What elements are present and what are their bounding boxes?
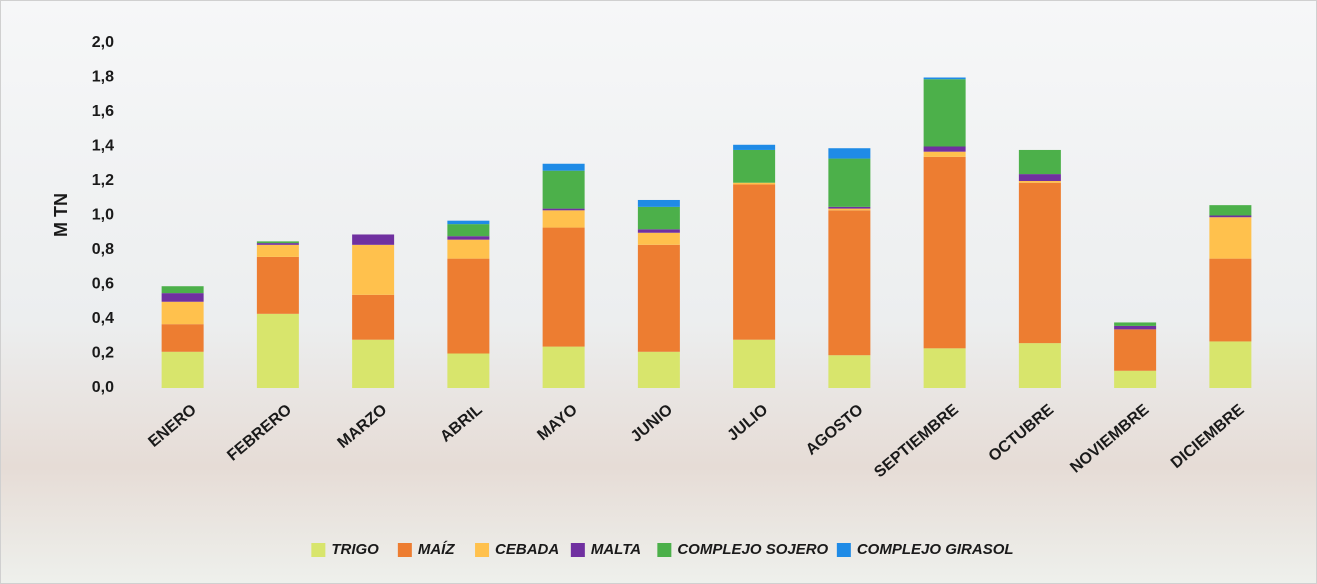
bar-segment [257,245,299,257]
y-tick-label: 1,6 [92,103,114,120]
bar-segment [924,348,966,388]
bar-segment [257,241,299,243]
bar-segment [638,207,680,229]
y-axis-label: M TN [51,193,71,237]
legend-swatch [398,543,412,557]
bar-segment [828,148,870,158]
legend-label: COMPLEJO SOJERO [677,541,828,558]
bar-segment [447,259,489,354]
bar-segment [447,354,489,389]
bar-segment [257,257,299,314]
bar-segment [1209,205,1251,215]
bar-segment [638,352,680,388]
bar-segment [1209,217,1251,258]
bar-segment [1114,329,1156,370]
bar-segment [733,145,775,150]
bar-segment [447,240,489,259]
bar-segment [543,171,585,209]
y-tick-label: 0,2 [92,345,114,362]
y-tick-label: 2,0 [92,34,114,51]
bar-segment [1114,322,1156,325]
bar-segment [924,147,966,152]
bar-segment [1019,174,1061,181]
bar-segment [447,236,489,239]
bar-segment [1114,371,1156,388]
bar-segment [257,314,299,388]
bar-segment [638,233,680,245]
bar-segment [1209,259,1251,342]
y-tick-label: 0,0 [92,379,114,396]
bar-segment [733,150,775,183]
bar-segment [257,243,299,245]
bar-segment [1114,326,1156,329]
y-tick-label: 0,8 [92,241,114,258]
y-tick-label: 0,4 [92,310,114,327]
bar-segment [1019,343,1061,388]
bar-segment [543,210,585,227]
bar-segment [924,157,966,348]
y-tick-label: 0,6 [92,276,114,293]
bar-segment [162,293,204,302]
legend-label: COMPLEJO GIRASOL [857,541,1014,558]
bar-segment [828,207,870,209]
bar-segment [543,164,585,171]
y-tick-label: 1,2 [92,172,114,189]
legend-swatch [837,543,851,557]
bar-segment [828,355,870,388]
bar-segment [924,152,966,157]
bar-segment [352,295,394,340]
legend-swatch [657,543,671,557]
bar-segment [1019,150,1061,174]
legend-label: MAÍZ [418,541,455,558]
bar-segment [1019,181,1061,183]
bar-segment [924,78,966,80]
legend-swatch [311,543,325,557]
bar-segment [828,210,870,355]
legend-swatch [571,543,585,557]
bar-segment [447,224,489,236]
legend-label: TRIGO [331,541,379,558]
bar-segment [638,245,680,352]
bar-segment [543,228,585,347]
bar-segment [162,286,204,293]
y-tick-label: 1,4 [92,138,114,155]
bar-segment [1209,341,1251,388]
bar-segment [543,209,585,211]
y-tick-label: 1,0 [92,207,114,224]
bar-segment [352,340,394,388]
page: M TN 0,00,20,40,60,81,01,21,41,61,82,0EN… [0,0,1317,584]
bar-segment [828,159,870,207]
bar-segment [543,347,585,388]
bar-segment [162,352,204,388]
bar-segment [638,200,680,207]
bar-segment [447,221,489,224]
chart: M TN 0,00,20,40,60,81,01,21,41,61,82,0EN… [0,0,1317,584]
legend-swatch [475,543,489,557]
legend-label: CEBADA [495,541,559,558]
y-tick-label: 1,8 [92,69,114,86]
bar-segment [352,234,394,244]
bar-segment [638,229,680,232]
bar-segment [162,324,204,352]
bar-segment [733,340,775,388]
legend-label: MALTA [591,541,641,558]
bar-segment [352,245,394,295]
bar-segment [733,184,775,339]
bar-segment [1209,216,1251,218]
bar-segment [733,183,775,185]
bar-segment [162,302,204,324]
bar-segment [924,79,966,146]
bar-segment [1019,183,1061,343]
bar-segment [828,209,870,211]
